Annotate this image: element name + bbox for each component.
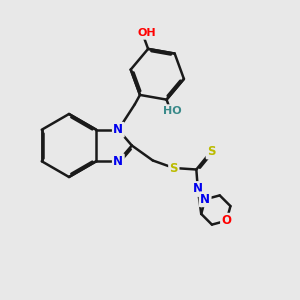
Text: S: S bbox=[169, 161, 178, 175]
Text: S: S bbox=[207, 145, 216, 158]
Text: N: N bbox=[200, 193, 210, 206]
Text: OH: OH bbox=[138, 28, 156, 38]
Text: O: O bbox=[221, 214, 232, 227]
Text: HO: HO bbox=[163, 106, 182, 116]
Text: N: N bbox=[113, 155, 123, 168]
Text: N: N bbox=[113, 123, 123, 136]
Text: N: N bbox=[193, 182, 203, 196]
